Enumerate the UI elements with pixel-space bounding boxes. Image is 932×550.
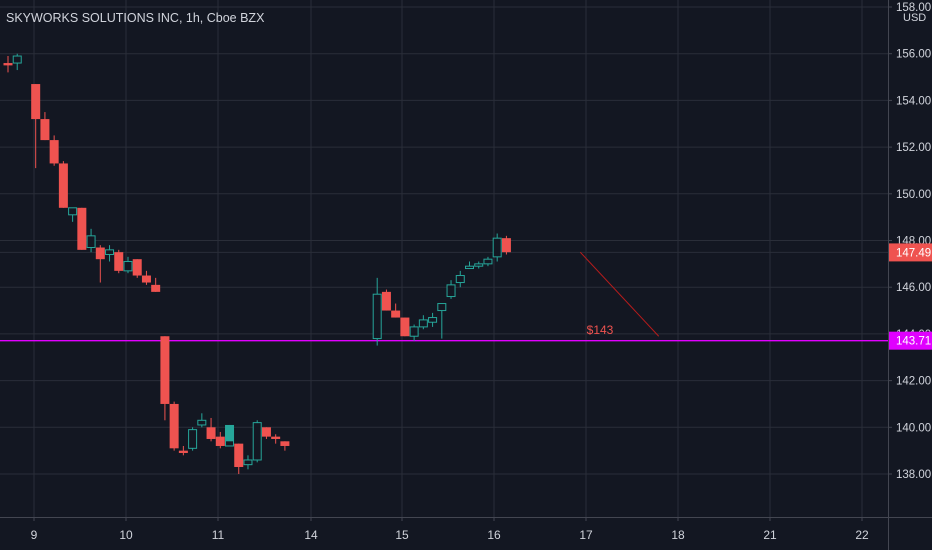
candle-body-down [169, 403, 179, 449]
candle-body-up [465, 265, 474, 270]
candle-body-down [215, 436, 225, 446]
candle-body-up [86, 235, 96, 249]
candle-body-down [3, 63, 13, 66]
candle-body-up [197, 419, 207, 426]
candle-body-up [418, 319, 428, 328]
candle-body-down [391, 310, 401, 318]
candle-body-down [151, 284, 161, 292]
annotation-layer: $143 [579, 251, 660, 337]
time-axis[interactable]: 9 10 11 14 15 16 17 18 21 22 [0, 517, 932, 550]
time-tick-label: 18 [671, 528, 685, 542]
price-tick-label: 150.00 [896, 189, 931, 201]
candle-body-up-filled [225, 424, 235, 442]
last-price-badge [889, 243, 932, 262]
candle-body-down [31, 84, 41, 120]
time-tick-label: 9 [31, 528, 38, 542]
candle-body-down [501, 238, 511, 253]
candle-body-down [206, 427, 216, 439]
candle-body-up [492, 237, 502, 258]
time-tick-label: 11 [212, 528, 225, 542]
time-tick-label: 10 [119, 528, 133, 542]
price-tick-label: 152.00 [896, 142, 931, 154]
grid-lines [0, 0, 888, 517]
candle-body-down [400, 317, 410, 337]
price-tick-label: 142.00 [896, 376, 931, 388]
price-tick-label: 158.00 [896, 2, 931, 14]
candle-body-up [455, 275, 465, 284]
price-tick-label: 156.00 [896, 49, 931, 61]
price-tick-label: 138.00 [896, 469, 931, 481]
price-axis[interactable]: 138.00140.00142.00144.00146.00148.00150.… [888, 0, 932, 550]
candle-body-up [252, 422, 262, 461]
candle-body-down [58, 163, 68, 208]
chart-title: SKYWORKS SOLUTIONS INC, 1h, Cboe BZX [6, 11, 265, 25]
candle-body-down [280, 441, 290, 446]
candle-body-up [12, 55, 22, 64]
candle-body-up [446, 284, 456, 298]
candle-body-down [234, 443, 244, 467]
candles-layer [3, 53, 511, 474]
candle-body-down [132, 259, 142, 276]
candle-body-down [114, 252, 124, 271]
price-axis-bg [888, 0, 932, 550]
candle-body-up [409, 326, 419, 337]
price-tick-label: 146.00 [896, 282, 931, 294]
candle-body-down [95, 247, 105, 260]
candle-body-up [437, 303, 447, 312]
time-tick-label: 22 [855, 528, 869, 542]
candle-body-up [188, 429, 198, 449]
candle-body-up [372, 293, 382, 340]
time-axis-bg [0, 517, 888, 550]
projection-line[interactable] [579, 251, 660, 337]
hline-price-badge [889, 331, 932, 350]
currency-label: USD [903, 12, 926, 24]
price-tick-label: 154.00 [896, 95, 931, 107]
candle-body-down [271, 436, 281, 439]
candle-body-down [77, 207, 87, 250]
candle-body-up [483, 258, 493, 265]
time-tick-label: 15 [395, 528, 409, 542]
candle-body-down [381, 291, 391, 311]
time-tick-label: 14 [304, 528, 318, 542]
time-tick-label: 16 [487, 528, 501, 542]
candle-body-down [49, 140, 59, 164]
price-tick-label: 140.00 [896, 422, 931, 434]
candle-body-down [40, 119, 50, 141]
candle-body-up [123, 261, 133, 272]
annotation-label: $143 [587, 323, 614, 337]
hline-price-label: 143.71 [896, 336, 931, 348]
candle-body-up [105, 249, 115, 256]
candle-body-up [428, 317, 438, 323]
candle-body-up [243, 459, 253, 466]
candle-body-up [474, 263, 484, 267]
last-price-label: 147.49 [896, 247, 931, 259]
candle-body-down [141, 275, 151, 283]
candle-body-up [68, 207, 78, 216]
time-tick-label: 17 [579, 528, 593, 542]
candle-body-down [160, 336, 170, 404]
candle-body-down [178, 450, 188, 453]
time-tick-label: 21 [763, 528, 777, 542]
candle-body-down [261, 427, 271, 437]
